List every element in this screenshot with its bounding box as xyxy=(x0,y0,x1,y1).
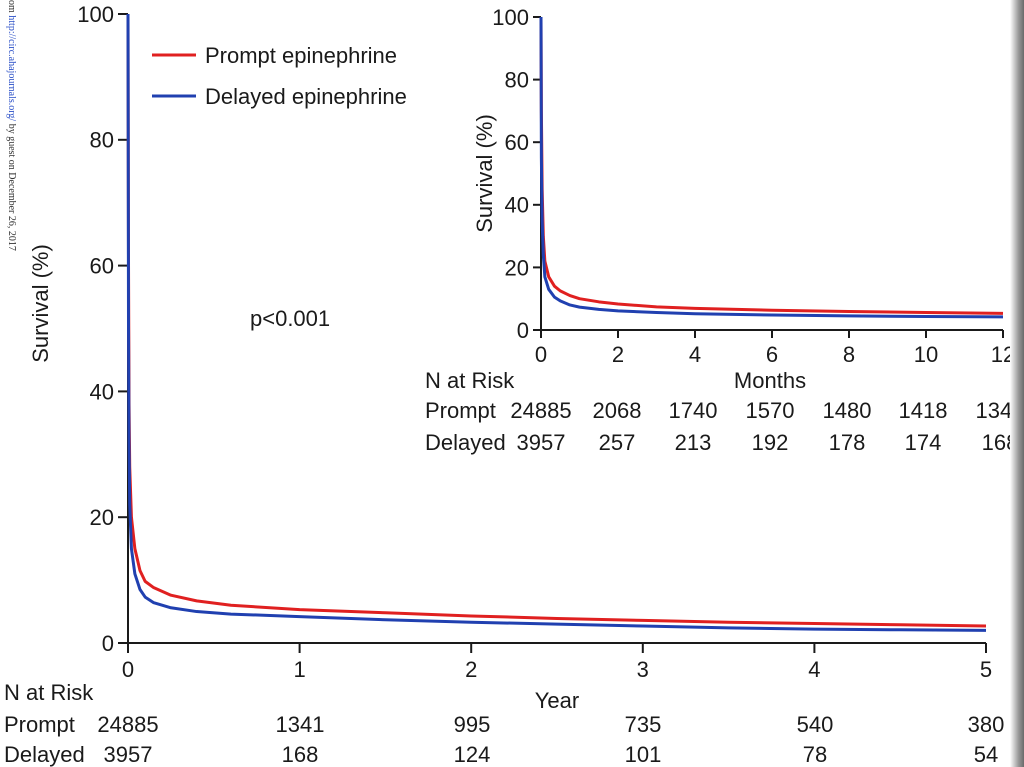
inset-risk-value: 192 xyxy=(752,430,789,455)
p-value-annotation: p<0.001 xyxy=(250,306,330,331)
main-risk-value: 380 xyxy=(968,712,1005,737)
source-watermark: om http://circ.ahajournals.org/ by guest… xyxy=(0,0,30,340)
inset-risk-value: 2068 xyxy=(593,398,642,423)
main-y-tick-label: 40 xyxy=(90,379,114,404)
main-risk-value: 735 xyxy=(625,712,662,737)
main-risk-value: 168 xyxy=(282,742,319,767)
main-y-axis-label: Survival (%) xyxy=(28,244,53,363)
inset-x-tick-label: 2 xyxy=(612,342,624,367)
inset-risk-value: 24885 xyxy=(510,398,571,423)
main-legend: Prompt epinephrine Delayed epinephrine xyxy=(152,43,407,109)
inset-y-tick-label: 0 xyxy=(517,318,529,343)
main-series-delayed xyxy=(126,13,987,632)
inset-risk-value: 213 xyxy=(675,430,712,455)
inset-risk-value: 1740 xyxy=(669,398,718,423)
inset-x-tick-label: 0 xyxy=(535,342,547,367)
main-risk-row-label-prompt: Prompt xyxy=(4,712,75,737)
inset-risk-title: N at Risk xyxy=(425,368,515,393)
inset-risk-value: 178 xyxy=(829,430,866,455)
main-risk-value: 995 xyxy=(454,712,491,737)
inset-x-tick-label: 10 xyxy=(914,342,938,367)
main-risk-value: 540 xyxy=(797,712,834,737)
inset-y-tick-label: 20 xyxy=(505,255,529,280)
main-risk-value: 3957 xyxy=(104,742,153,767)
watermark-prefix: om xyxy=(6,0,17,16)
main-risk-value: 101 xyxy=(625,742,662,767)
main-x-tick-label: 5 xyxy=(980,657,992,682)
inset-x-tick-label: 8 xyxy=(843,342,855,367)
window-edge-shadow xyxy=(1010,0,1024,767)
main-risk-row-label-delayed: Delayed xyxy=(4,742,85,767)
inset-risk-value: 1418 xyxy=(899,398,948,423)
inset-series-delayed xyxy=(539,16,1004,319)
main-x-axis-label: Year xyxy=(535,688,579,713)
main-y-tick-label: 100 xyxy=(77,2,114,27)
main-y-tick-label: 20 xyxy=(90,505,114,530)
inset-risk-value: 1570 xyxy=(746,398,795,423)
inset-risk-value: 257 xyxy=(599,430,636,455)
main-risk-title: N at Risk xyxy=(4,680,94,705)
inset-y-tick-label: 80 xyxy=(505,68,529,93)
main-risk-value: 1341 xyxy=(276,712,325,737)
inset-risk-value: 1480 xyxy=(823,398,872,423)
watermark-text: om http://circ.ahajournals.org/ by guest… xyxy=(6,0,17,251)
main-x-tick-label: 1 xyxy=(293,657,305,682)
main-y-tick-label: 60 xyxy=(90,254,114,279)
main-x-tick-label: 3 xyxy=(637,657,649,682)
inset-series-prompt xyxy=(539,16,1004,315)
inset-risk-row-label-delayed: Delayed xyxy=(425,430,506,455)
main-x-tick-label: 4 xyxy=(808,657,820,682)
main-x-tick-label: 2 xyxy=(465,657,477,682)
inset-risk-value: 3957 xyxy=(517,430,566,455)
inset-risk-row-label-prompt: Prompt xyxy=(425,398,496,423)
inset-y-tick-label: 100 xyxy=(492,5,529,30)
legend-label-prompt: Prompt epinephrine xyxy=(205,43,397,68)
main-risk-value: 54 xyxy=(974,742,998,767)
main-risk-value: 124 xyxy=(454,742,491,767)
inset-y-tick-label: 40 xyxy=(505,193,529,218)
inset-risk-value: 174 xyxy=(905,430,942,455)
main-x-tick-label: 0 xyxy=(122,657,134,682)
inset-y-axis-label: Survival (%) xyxy=(472,114,497,233)
inset-y-tick-label: 60 xyxy=(505,130,529,155)
main-risk-value: 24885 xyxy=(97,712,158,737)
main-risk-value: 78 xyxy=(803,742,827,767)
watermark-suffix: by guest on December 26, 2017 xyxy=(6,121,17,251)
main-y-tick-label: 80 xyxy=(90,128,114,153)
watermark-link[interactable]: http://circ.ahajournals.org/ xyxy=(6,15,17,122)
main-y-tick-label: 0 xyxy=(102,631,114,656)
inset-x-tick-label: 6 xyxy=(766,342,778,367)
legend-label-delayed: Delayed epinephrine xyxy=(205,84,407,109)
inset-x-axis-label: Months xyxy=(734,368,806,393)
inset-x-tick-label: 4 xyxy=(689,342,701,367)
